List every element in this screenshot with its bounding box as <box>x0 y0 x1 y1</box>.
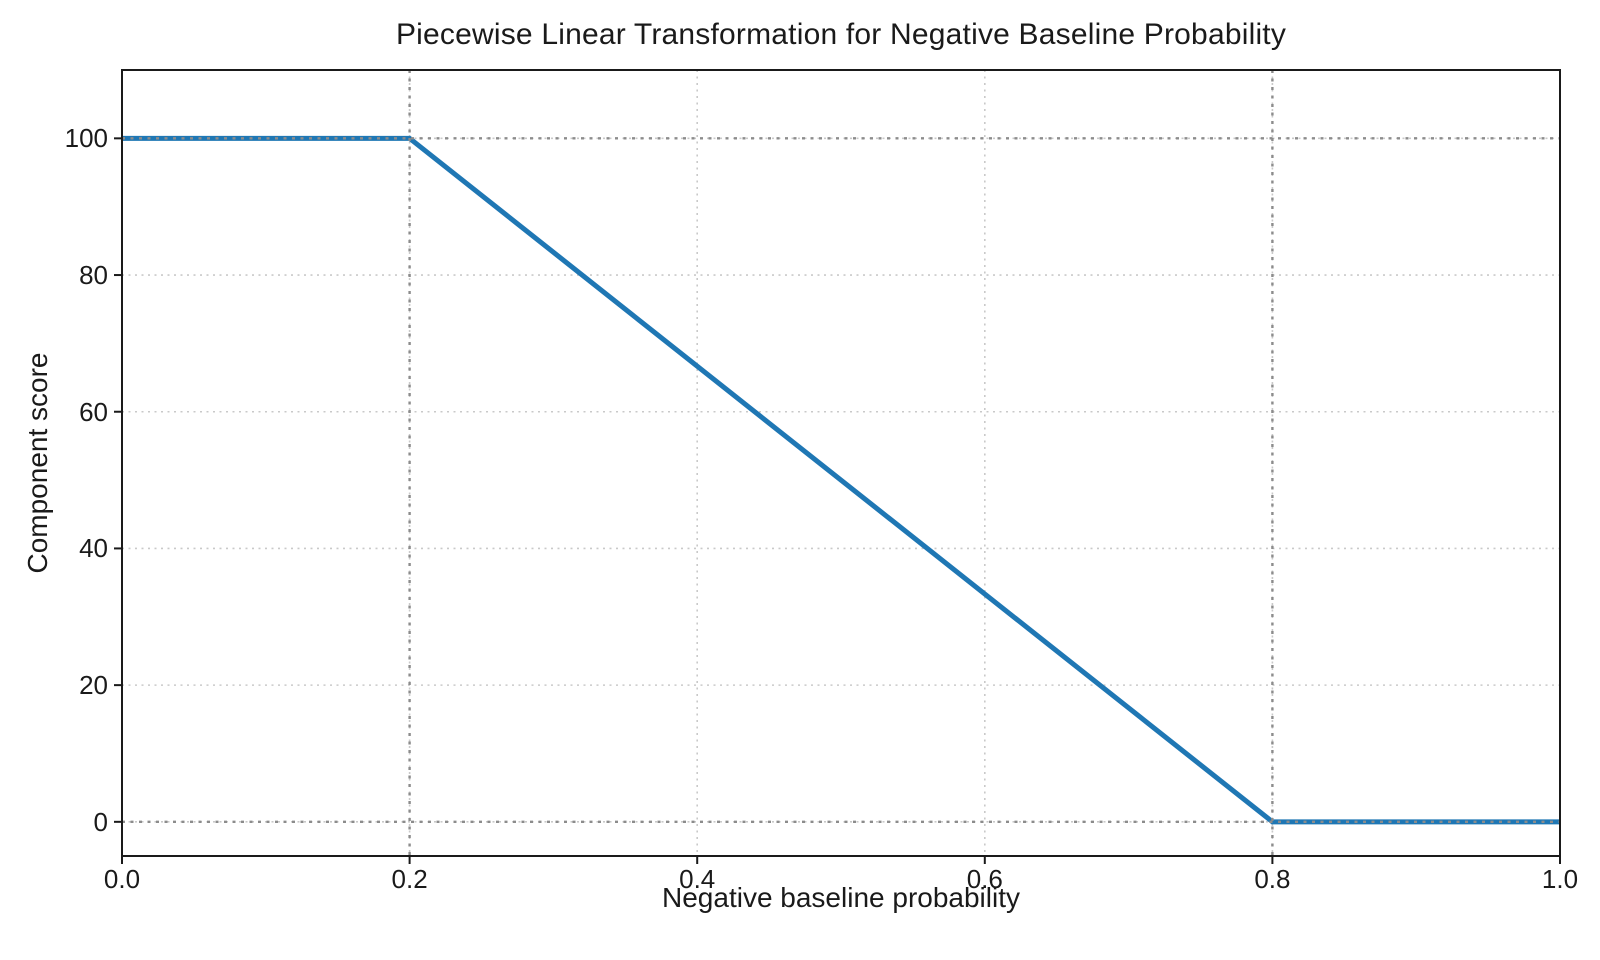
y-tick-label: 60 <box>79 396 108 427</box>
y-tick-label: 80 <box>79 260 108 291</box>
x-tick-label: 0.2 <box>391 864 428 894</box>
y-tick-label: 100 <box>64 123 108 154</box>
x-tick-label: 0.0 <box>103 864 141 894</box>
y-axis-label: Component score <box>22 352 53 574</box>
y-tick-label: 20 <box>79 670 108 701</box>
chart-title: Piecewise Linear Transformation for Nega… <box>395 18 1287 51</box>
y-tick-label: 40 <box>79 533 108 564</box>
x-tick-label: 1.0 <box>1541 864 1579 894</box>
x-axis-label: Negative baseline probability <box>662 882 1020 913</box>
y-tick-label: 0 <box>93 806 108 837</box>
x-tick-label: 0.4 <box>679 864 716 894</box>
x-tick-label: 0.8 <box>1254 864 1291 894</box>
x-tick-label: 0.6 <box>966 864 1003 894</box>
series-line-piecewise-transformation <box>122 135 1560 825</box>
plot-border <box>121 69 1561 857</box>
